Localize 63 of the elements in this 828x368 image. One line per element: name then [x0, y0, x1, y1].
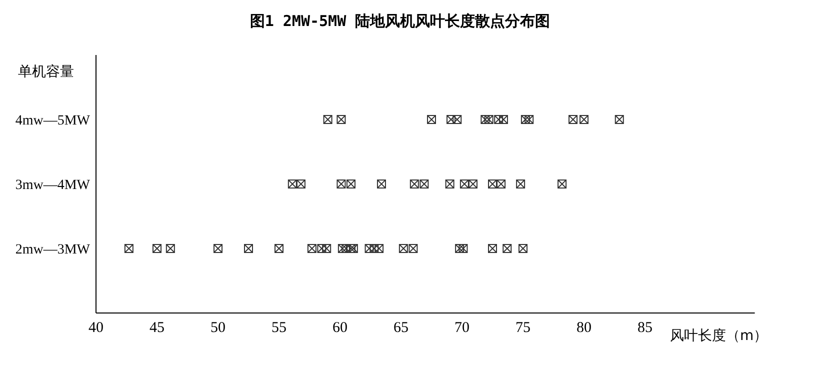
point [488, 244, 497, 253]
point [427, 115, 436, 124]
point [307, 244, 316, 253]
point [460, 180, 469, 188]
point [322, 244, 332, 253]
point [410, 180, 419, 188]
point [398, 244, 408, 253]
x-tick-label: 40 [88, 320, 104, 336]
point [488, 180, 497, 188]
point [484, 115, 494, 124]
point [338, 244, 347, 253]
point [336, 180, 346, 188]
point [296, 180, 306, 188]
x-tick-label: 55 [272, 320, 286, 336]
y-axis-title: 单机容量 [18, 64, 74, 80]
x-tick-label: 60 [332, 320, 348, 336]
point [376, 180, 386, 188]
point [274, 244, 284, 253]
point [520, 115, 530, 124]
point [445, 180, 454, 188]
x-tick-label: 45 [150, 320, 164, 336]
point [244, 244, 253, 253]
point [455, 244, 464, 253]
point [498, 115, 508, 124]
point [364, 244, 374, 253]
point [166, 244, 175, 253]
x-tick-label: 75 [516, 320, 530, 336]
point [446, 115, 456, 124]
point [494, 115, 504, 124]
point [452, 115, 462, 124]
x-tick-label: 85 [638, 320, 652, 336]
point [502, 244, 512, 253]
point [480, 115, 490, 124]
point [288, 180, 297, 188]
point [124, 244, 134, 253]
point [317, 244, 326, 253]
x-axis-title: 风叶长度（m） [670, 328, 768, 344]
point [524, 115, 534, 124]
point [152, 244, 162, 253]
point [468, 180, 478, 188]
point [323, 115, 332, 124]
point [420, 180, 429, 188]
point [580, 115, 588, 124]
point [518, 244, 528, 253]
point [458, 244, 468, 253]
point [408, 244, 418, 253]
x-tick-label: 65 [394, 320, 408, 336]
x-tick-label: 50 [210, 320, 226, 336]
point [516, 180, 526, 188]
point [558, 180, 567, 188]
point [374, 244, 384, 253]
y-tick-label: 3mw—4MW [15, 178, 91, 193]
y-tick-label: 2mw—3MW [15, 242, 91, 258]
x-tick-label: 70 [454, 320, 470, 336]
x-tick-label: 80 [576, 320, 592, 336]
chart-title: 图1 2MW-5MW 陆地风机风叶长度散点分布图 [250, 12, 550, 30]
point [614, 115, 624, 124]
point [496, 180, 506, 188]
point [346, 180, 356, 188]
y-tick-label: 4mw—5MW [15, 114, 91, 128]
point [568, 115, 578, 124]
point [336, 115, 346, 124]
point [214, 244, 222, 253]
